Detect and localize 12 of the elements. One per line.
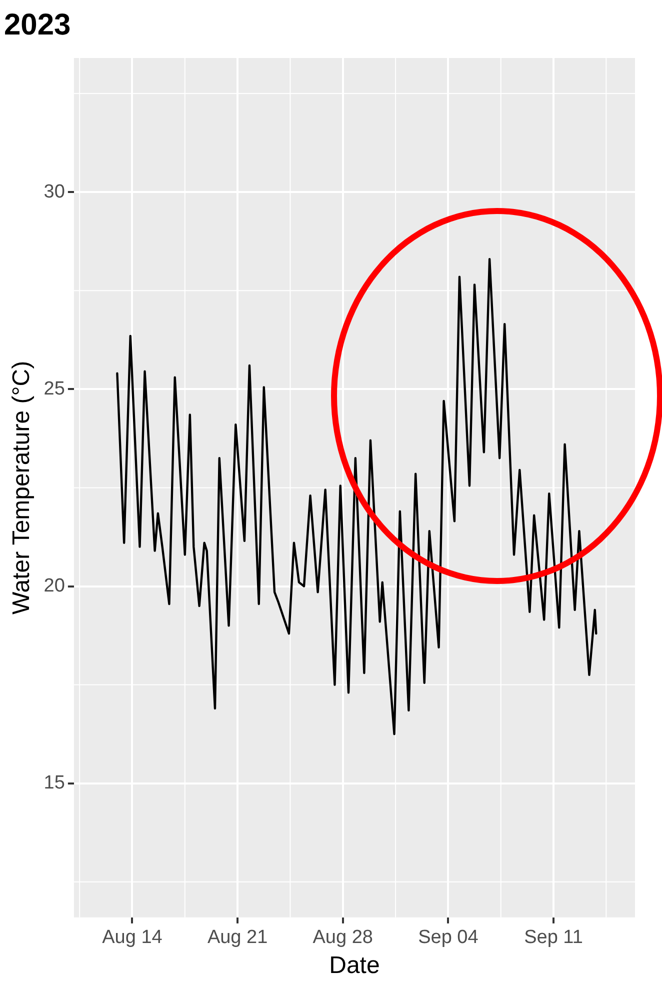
y-tick-label: 20 [44,575,65,596]
y-tick-label: 25 [44,378,65,400]
x-tick-label: Aug 28 [312,927,373,948]
x-tick-label: Aug 14 [102,927,163,948]
x-tick-label: Sep 11 [524,927,583,948]
y-axis-title: Water Temperature (°C) [8,360,36,615]
x-tick-label: Aug 21 [207,927,268,948]
y-tick-label: 15 [44,772,65,794]
y-tick-label: 30 [44,181,65,202]
x-axis-title: Date [329,952,380,980]
x-tick-label: Sep 04 [418,927,479,948]
chart-title: 2023 [4,8,71,42]
